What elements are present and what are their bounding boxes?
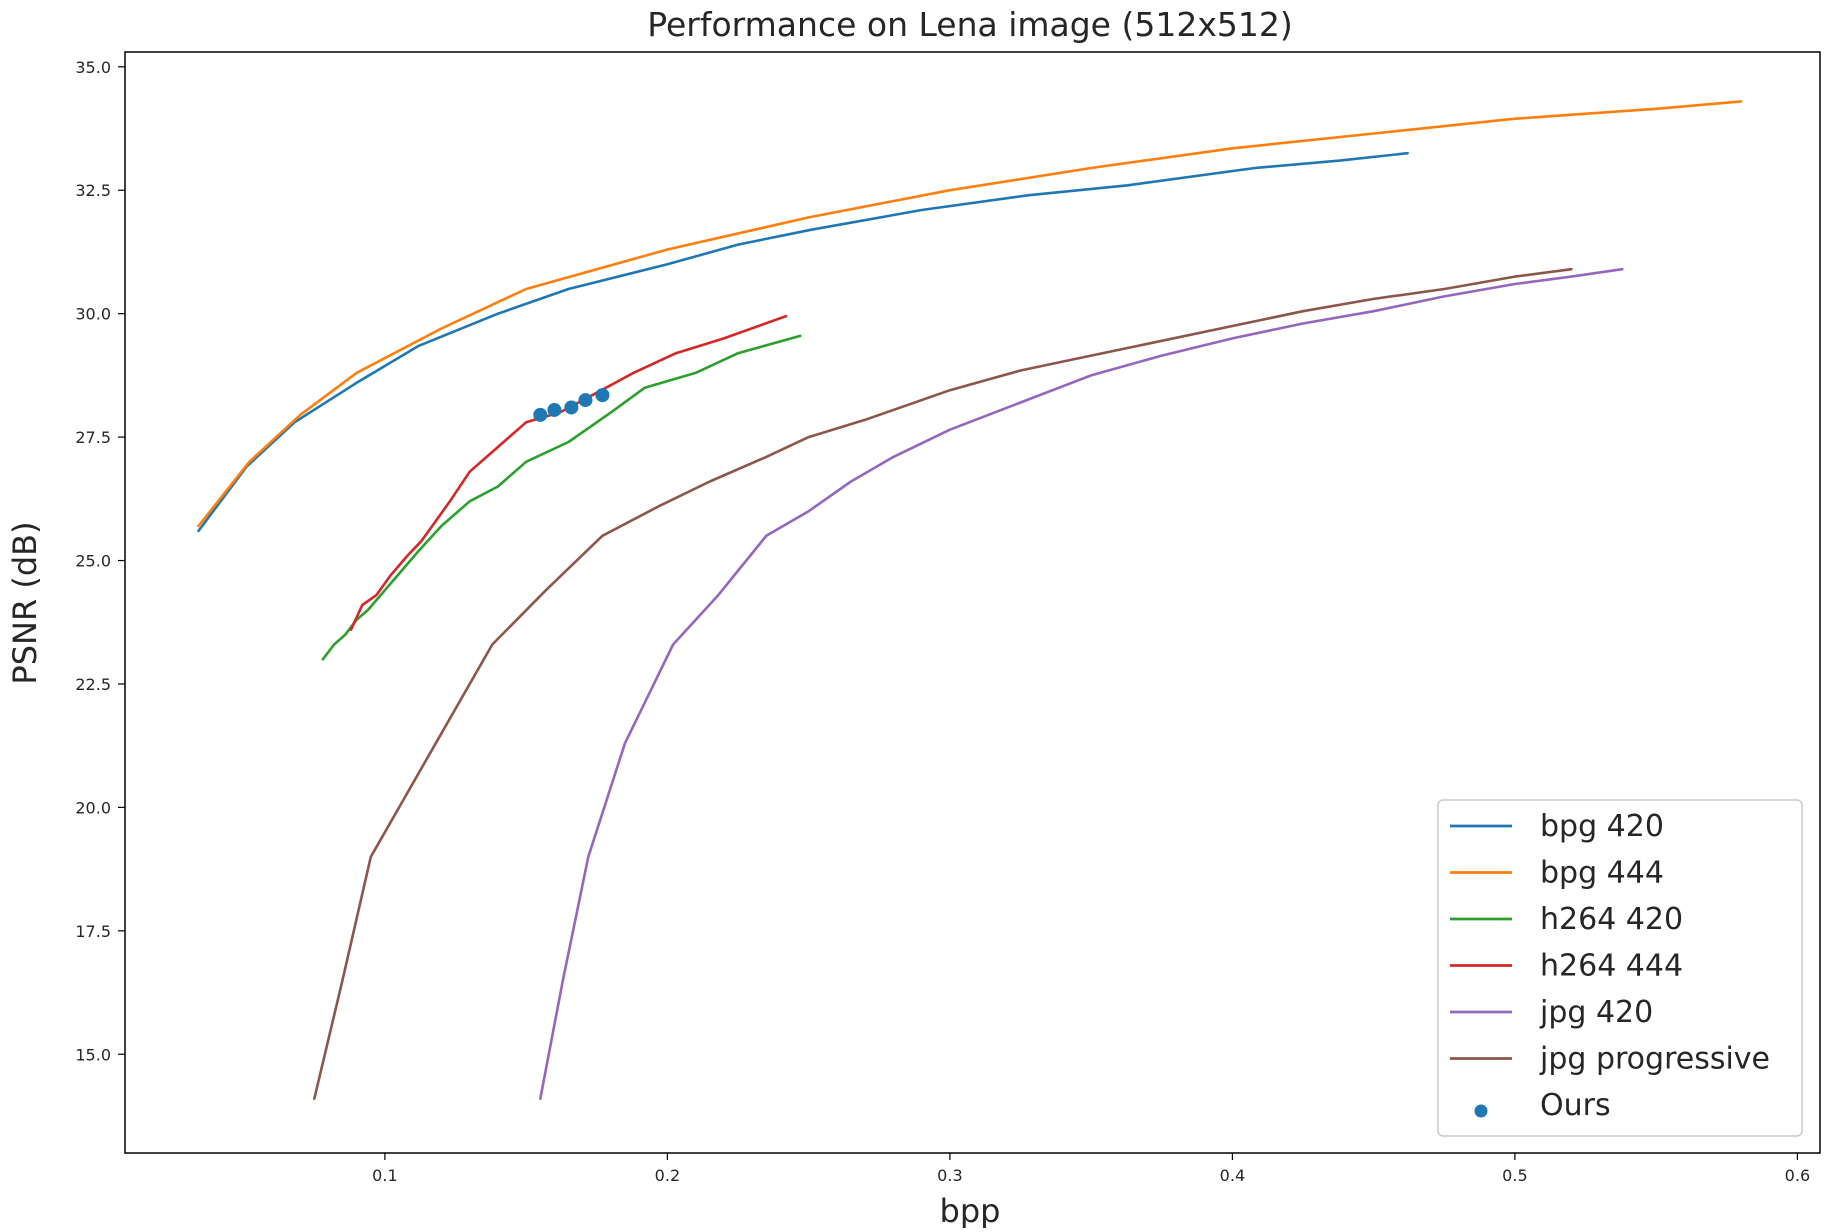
legend-marker-ours (1474, 1104, 1488, 1118)
chart-title: Performance on Lena image (512x512) (647, 5, 1292, 44)
legend-label-ours: Ours (1540, 1088, 1611, 1123)
series-ours-point (595, 388, 610, 403)
legend-label-jpg-progressive: jpg progressive (1539, 1042, 1770, 1077)
x-tick-label: 0.6 (1785, 1166, 1810, 1185)
legend-label-bpg-444: bpg 444 (1540, 856, 1664, 891)
y-tick-label: 35.0 (75, 58, 111, 77)
y-tick-label: 32.5 (75, 181, 111, 200)
y-tick-label: 27.5 (75, 428, 111, 447)
y-tick-label: 17.5 (75, 922, 111, 941)
y-tick-label: 15.0 (75, 1045, 111, 1064)
series-ours-point (578, 393, 593, 408)
legend-label-h264-420: h264 420 (1540, 902, 1683, 937)
x-tick-label: 0.3 (937, 1166, 962, 1185)
series-bpg-420-line (197, 151, 1409, 533)
legend-label-bpg-420: bpg 420 (1540, 809, 1664, 844)
x-tick-label: 0.2 (655, 1166, 680, 1185)
x-tick-label: 0.5 (1502, 1166, 1527, 1185)
y-tick-label: 22.5 (75, 675, 111, 694)
series-bpg-444-line (197, 100, 1743, 528)
legend-label-jpg-420: jpg 420 (1539, 995, 1653, 1030)
y-tick-label: 30.0 (75, 305, 111, 324)
legend: bpg 420 bpg 444 h264 420 h264 444 jpg 420 jpg… (1437, 799, 1803, 1137)
x-axis-title: bpp (940, 1192, 1001, 1228)
series-ours-point (533, 407, 548, 422)
y-tick-label: 20.0 (75, 798, 111, 817)
legend-label-h264-444: h264 444 (1540, 949, 1683, 984)
x-tick-label: 0.4 (1220, 1166, 1245, 1185)
x-tick-label: 0.1 (372, 1166, 397, 1185)
series-h264-444-line (349, 314, 788, 632)
series-ours-point (564, 400, 579, 415)
series-ours-point (547, 402, 562, 417)
series-jpg-progressive-line (312, 267, 1573, 1100)
y-axis-title: PSNR (dB) (6, 521, 44, 684)
plot-frame (124, 51, 1821, 1154)
y-tick-label: 25.0 (75, 552, 111, 571)
series-jpg-420-line (538, 267, 1624, 1100)
legend-box (1437, 799, 1803, 1137)
